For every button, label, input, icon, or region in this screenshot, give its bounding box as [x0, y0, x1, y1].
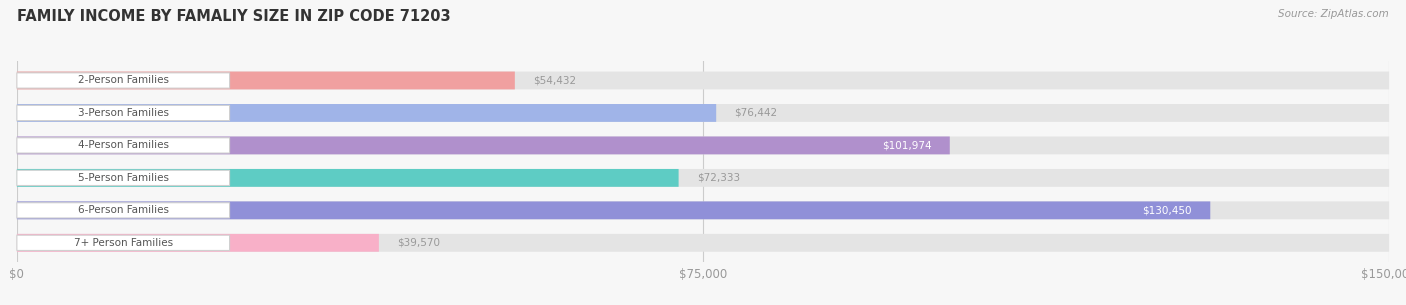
Text: $54,432: $54,432 — [533, 75, 576, 85]
FancyBboxPatch shape — [17, 72, 1389, 89]
Text: $39,570: $39,570 — [396, 238, 440, 248]
FancyBboxPatch shape — [17, 170, 229, 185]
Text: $72,333: $72,333 — [697, 173, 740, 183]
Text: 4-Person Families: 4-Person Families — [77, 140, 169, 150]
FancyBboxPatch shape — [17, 104, 1389, 122]
FancyBboxPatch shape — [17, 201, 1389, 219]
Text: 5-Person Families: 5-Person Families — [77, 173, 169, 183]
Text: $130,450: $130,450 — [1143, 205, 1192, 215]
FancyBboxPatch shape — [17, 169, 1389, 187]
FancyBboxPatch shape — [17, 136, 1389, 154]
FancyBboxPatch shape — [17, 234, 1389, 252]
Text: Source: ZipAtlas.com: Source: ZipAtlas.com — [1278, 9, 1389, 19]
FancyBboxPatch shape — [17, 169, 679, 187]
FancyBboxPatch shape — [17, 235, 229, 250]
Text: 2-Person Families: 2-Person Families — [77, 75, 169, 85]
FancyBboxPatch shape — [17, 72, 515, 89]
FancyBboxPatch shape — [17, 201, 1211, 219]
FancyBboxPatch shape — [17, 234, 378, 252]
FancyBboxPatch shape — [17, 138, 229, 153]
Text: $76,442: $76,442 — [734, 108, 778, 118]
Text: 7+ Person Families: 7+ Person Families — [73, 238, 173, 248]
FancyBboxPatch shape — [17, 203, 229, 218]
FancyBboxPatch shape — [17, 73, 229, 88]
Text: 6-Person Families: 6-Person Families — [77, 205, 169, 215]
Text: 3-Person Families: 3-Person Families — [77, 108, 169, 118]
FancyBboxPatch shape — [17, 136, 950, 154]
FancyBboxPatch shape — [17, 104, 716, 122]
FancyBboxPatch shape — [17, 105, 229, 120]
Text: FAMILY INCOME BY FAMALIY SIZE IN ZIP CODE 71203: FAMILY INCOME BY FAMALIY SIZE IN ZIP COD… — [17, 9, 450, 24]
Text: $101,974: $101,974 — [882, 140, 931, 150]
